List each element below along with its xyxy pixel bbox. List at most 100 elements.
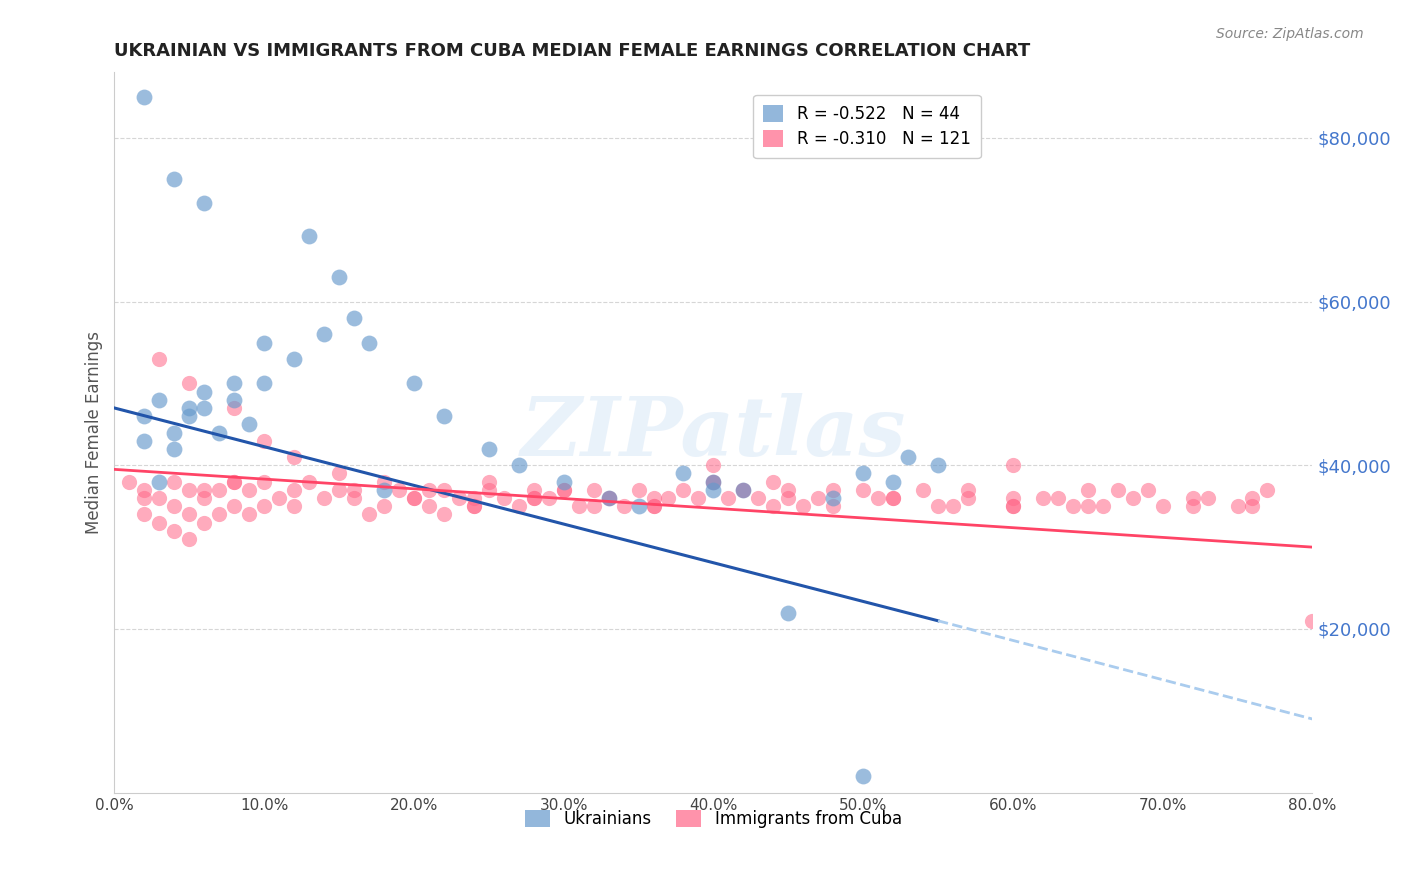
Point bbox=[163, 499, 186, 513]
Point bbox=[912, 483, 935, 497]
Point bbox=[733, 483, 755, 497]
Point bbox=[733, 483, 755, 497]
Point bbox=[882, 475, 904, 489]
Point bbox=[702, 475, 724, 489]
Point bbox=[927, 499, 949, 513]
Point bbox=[328, 467, 350, 481]
Point bbox=[283, 351, 305, 366]
Point bbox=[523, 491, 546, 505]
Point bbox=[343, 491, 366, 505]
Point bbox=[1197, 491, 1219, 505]
Point bbox=[672, 467, 695, 481]
Point bbox=[762, 499, 785, 513]
Point bbox=[1256, 483, 1278, 497]
Point bbox=[343, 310, 366, 325]
Point bbox=[238, 508, 260, 522]
Point bbox=[612, 499, 634, 513]
Point bbox=[179, 508, 201, 522]
Point bbox=[179, 409, 201, 424]
Point bbox=[868, 491, 890, 505]
Point bbox=[598, 491, 620, 505]
Point bbox=[747, 491, 769, 505]
Point bbox=[418, 483, 440, 497]
Point bbox=[852, 467, 875, 481]
Point bbox=[193, 196, 215, 211]
Point bbox=[463, 499, 485, 513]
Point bbox=[792, 499, 814, 513]
Point bbox=[672, 483, 695, 497]
Point bbox=[733, 483, 755, 497]
Point bbox=[328, 483, 350, 497]
Point bbox=[568, 499, 591, 513]
Point bbox=[418, 499, 440, 513]
Point bbox=[283, 450, 305, 464]
Point bbox=[463, 491, 485, 505]
Text: Source: ZipAtlas.com: Source: ZipAtlas.com bbox=[1216, 27, 1364, 41]
Point bbox=[478, 475, 501, 489]
Point bbox=[553, 475, 575, 489]
Point bbox=[1136, 483, 1159, 497]
Point bbox=[1122, 491, 1144, 505]
Point bbox=[283, 483, 305, 497]
Point bbox=[193, 483, 215, 497]
Point bbox=[852, 769, 875, 783]
Point bbox=[1077, 499, 1099, 513]
Point bbox=[778, 606, 800, 620]
Point bbox=[163, 171, 186, 186]
Point bbox=[1001, 499, 1024, 513]
Point bbox=[1181, 499, 1204, 513]
Point bbox=[807, 491, 830, 505]
Point bbox=[463, 499, 485, 513]
Point bbox=[643, 499, 665, 513]
Point bbox=[148, 516, 170, 530]
Point bbox=[582, 499, 605, 513]
Point bbox=[942, 499, 965, 513]
Point bbox=[224, 475, 246, 489]
Point bbox=[778, 483, 800, 497]
Point bbox=[179, 376, 201, 391]
Point bbox=[343, 483, 366, 497]
Point bbox=[357, 508, 380, 522]
Point bbox=[148, 475, 170, 489]
Point bbox=[433, 483, 456, 497]
Point bbox=[328, 270, 350, 285]
Point bbox=[1226, 499, 1249, 513]
Point bbox=[1241, 499, 1264, 513]
Point bbox=[253, 376, 276, 391]
Point bbox=[148, 392, 170, 407]
Point bbox=[1181, 491, 1204, 505]
Point bbox=[388, 483, 411, 497]
Point bbox=[179, 401, 201, 415]
Point bbox=[402, 491, 425, 505]
Point bbox=[717, 491, 740, 505]
Point bbox=[134, 508, 156, 522]
Point bbox=[134, 434, 156, 448]
Point bbox=[1032, 491, 1054, 505]
Point bbox=[1001, 458, 1024, 473]
Point bbox=[702, 483, 724, 497]
Point bbox=[269, 491, 291, 505]
Point bbox=[582, 483, 605, 497]
Point bbox=[193, 491, 215, 505]
Point bbox=[702, 458, 724, 473]
Point bbox=[598, 491, 620, 505]
Point bbox=[357, 335, 380, 350]
Point bbox=[253, 475, 276, 489]
Point bbox=[1301, 614, 1323, 628]
Point bbox=[702, 475, 724, 489]
Point bbox=[1062, 499, 1084, 513]
Point bbox=[643, 491, 665, 505]
Point bbox=[1001, 491, 1024, 505]
Point bbox=[148, 351, 170, 366]
Point bbox=[508, 499, 530, 513]
Point bbox=[478, 442, 501, 456]
Point bbox=[956, 483, 979, 497]
Point bbox=[823, 483, 845, 497]
Legend: Ukrainians, Immigrants from Cuba: Ukrainians, Immigrants from Cuba bbox=[519, 803, 908, 835]
Point bbox=[897, 450, 920, 464]
Point bbox=[1241, 491, 1264, 505]
Point bbox=[1152, 499, 1174, 513]
Point bbox=[134, 491, 156, 505]
Point bbox=[224, 475, 246, 489]
Point bbox=[627, 483, 650, 497]
